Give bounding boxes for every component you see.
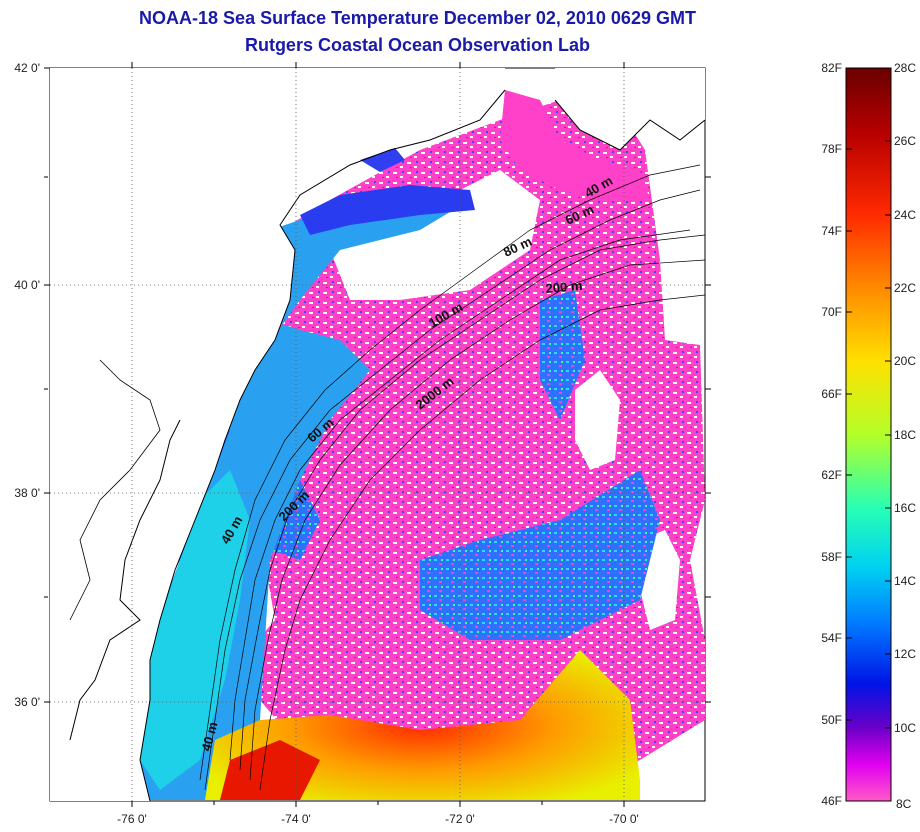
lon-label: -76 0' [117,812,147,826]
celsius-label: 18C [894,428,916,442]
fahrenheit-label: 74F [821,224,842,238]
celsius-label: 26C [894,134,916,148]
colorbar-ticks [846,67,891,802]
fahrenheit-scale: 82F 78F 74F 70F 66F 62F 58F 54F 50F 46F [821,61,842,808]
coastline [69,359,161,621]
lon-label: -74 0' [281,812,311,826]
fahrenheit-label: 50F [821,713,842,727]
fahrenheit-label: 54F [821,631,842,645]
fahrenheit-label: 78F [821,142,842,156]
cloud-gap [330,170,540,300]
fahrenheit-label: 70F [821,305,842,319]
fahrenheit-label: 82F [821,61,842,75]
land-mask [555,68,705,150]
frame-ticks [44,62,711,807]
fahrenheit-label: 58F [821,550,842,564]
land-mask [50,68,505,801]
lat-label: 36 0' [14,695,40,709]
cloud-gap [575,370,620,470]
shelf-water-cyan [140,470,250,790]
fahrenheit-label: 62F [821,468,842,482]
coastal-band [300,185,475,235]
coastline [554,99,705,151]
celsius-scale: 28C 26C 24C 22C 20C 18C 16C 14C 12C 10C … [894,61,916,811]
isobath-label: 200 m [545,278,583,296]
map-subtitle: Rutgers Coastal Ocean Observation Lab [244,35,591,55]
celsius-label: 14C [894,574,916,588]
warm-filament [540,290,585,420]
celsius-label: 16C [894,501,916,515]
celsius-label: 22C [894,281,916,295]
fahrenheit-label: 66F [821,387,842,401]
isobaths [199,164,705,791]
lon-label: -72 0' [445,812,475,826]
warm-filament [420,470,660,640]
lat-label: 40 0' [14,278,40,292]
celsius-label: 10C [894,721,916,735]
coastline [69,419,181,741]
celsius-label: 20C [894,354,916,368]
fahrenheit-label: 46F [821,794,842,808]
coastal-band [360,148,405,172]
lon-label: -70 0' [609,812,639,826]
sst-imagery: 40 m 60 m 80 m 200 m 100 m 2000 m 60 m 2… [50,68,705,801]
coastline [139,89,506,801]
lat-label: 38 0' [14,486,40,500]
celsius-label: 28C [894,61,916,75]
celsius-label: 24C [894,208,916,222]
map-title: NOAA-18 Sea Surface Temperature December… [139,8,696,28]
celsius-label: 12C [894,647,916,661]
lat-label: 42 0' [14,61,40,75]
colorbar [845,67,892,802]
celsius-label: 8C [896,797,912,811]
gulf-stream-core [220,740,320,800]
isobath-label: 40 m [198,720,220,753]
coastal-fringe [500,90,650,200]
